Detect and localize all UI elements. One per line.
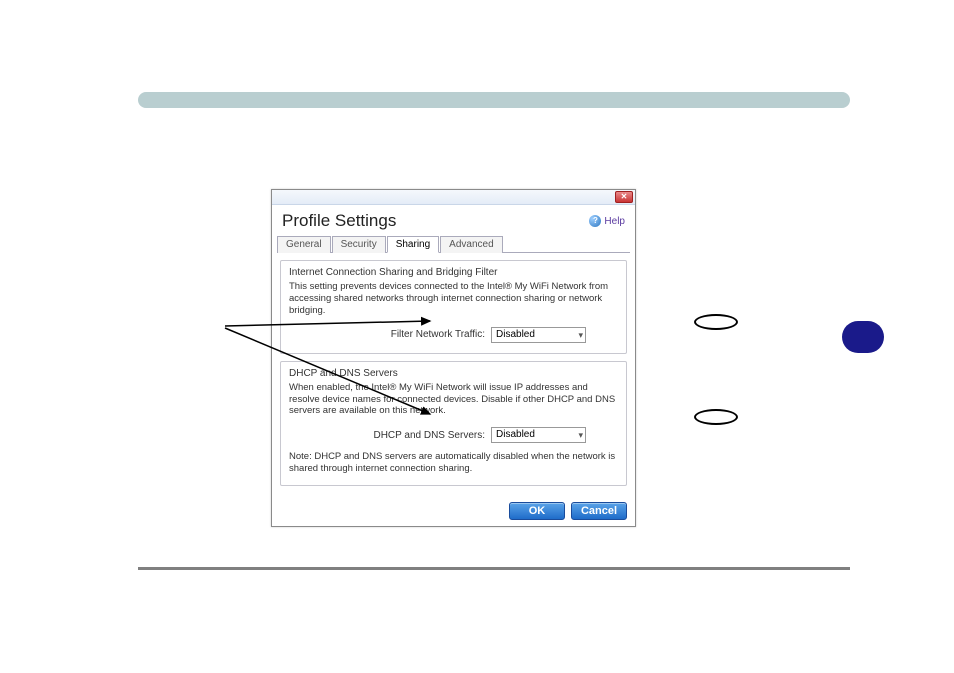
tab-general[interactable]: General — [277, 236, 331, 253]
filter-traffic-row: Filter Network Traffic: Disabled — [289, 327, 618, 343]
group-dhcp-dns: DHCP and DNS Servers When enabled, the I… — [280, 361, 627, 486]
profile-settings-dialog: ✕ Profile Settings ? Help General Securi… — [271, 189, 636, 527]
dialog-title: Profile Settings — [282, 211, 396, 231]
tab-strip: General Security Sharing Advanced — [277, 235, 630, 253]
filter-traffic-combo[interactable]: Disabled — [491, 327, 586, 343]
page-header-bar — [138, 92, 850, 108]
dhcp-dns-label: DHCP and DNS Servers: — [373, 430, 485, 441]
annotation-circle-1 — [694, 314, 738, 330]
help-label: Help — [604, 216, 625, 227]
dialog-buttons: OK Cancel — [509, 502, 627, 520]
help-link[interactable]: ? Help — [589, 215, 625, 227]
annotation-circle-2 — [694, 409, 738, 425]
tab-sharing[interactable]: Sharing — [387, 236, 439, 253]
group-dhcp-title: DHCP and DNS Servers — [289, 368, 618, 379]
group-dhcp-desc: When enabled, the Intel® My WiFi Network… — [289, 382, 618, 418]
tab-advanced[interactable]: Advanced — [440, 236, 502, 253]
close-button[interactable]: ✕ — [615, 191, 633, 203]
dialog-header: Profile Settings ? Help — [272, 205, 635, 235]
filter-traffic-label: Filter Network Traffic: — [391, 329, 485, 340]
help-icon: ? — [589, 215, 601, 227]
dhcp-dns-row: DHCP and DNS Servers: Disabled — [289, 427, 618, 443]
cancel-button[interactable]: Cancel — [571, 502, 627, 520]
tab-security[interactable]: Security — [332, 236, 386, 253]
dhcp-dns-note: Note: DHCP and DNS servers are automatic… — [289, 451, 618, 475]
titlebar: ✕ — [272, 190, 635, 205]
page-footer-line — [138, 567, 850, 570]
group-ics-filter: Internet Connection Sharing and Bridging… — [280, 260, 627, 354]
group-ics-title: Internet Connection Sharing and Bridging… — [289, 267, 618, 278]
ok-button[interactable]: OK — [509, 502, 565, 520]
tab-panel: Internet Connection Sharing and Bridging… — [272, 253, 635, 500]
dhcp-dns-combo[interactable]: Disabled — [491, 427, 586, 443]
group-ics-desc: This setting prevents devices connected … — [289, 281, 618, 317]
side-indicator-pill — [842, 321, 884, 353]
